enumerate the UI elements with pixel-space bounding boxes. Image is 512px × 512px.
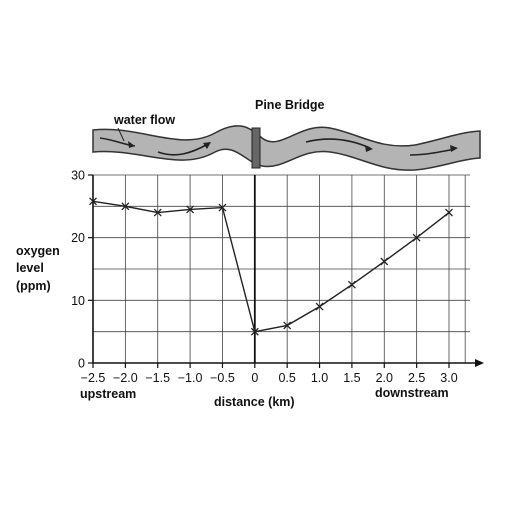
flow-arrow-3 bbox=[305, 138, 371, 149]
bridge-label: Pine Bridge bbox=[255, 98, 325, 112]
data-point-marker bbox=[250, 327, 259, 336]
x-tick-label: 1.0 bbox=[311, 371, 328, 385]
data-point-marker bbox=[315, 302, 324, 311]
y-axis-label-line-2: level bbox=[16, 261, 44, 275]
y-axis-label-line-1: oxygen bbox=[16, 244, 60, 258]
bridge-marker bbox=[251, 127, 261, 169]
flow-arrow-1-head bbox=[128, 141, 135, 148]
x-tick-label: 2.5 bbox=[408, 371, 425, 385]
river-diagram: water flow Pine Bridge bbox=[92, 98, 481, 171]
downstream-label: downstream bbox=[375, 386, 449, 400]
x-tick-label: 2.0 bbox=[376, 371, 393, 385]
data-point-marker bbox=[347, 280, 356, 289]
data-point-marker bbox=[153, 208, 162, 217]
data-point-marker bbox=[121, 202, 130, 211]
flow-arrow-2 bbox=[157, 143, 209, 156]
flow-arrow-4-head bbox=[450, 145, 458, 152]
data-point-marker bbox=[89, 197, 97, 206]
data-series bbox=[89, 197, 453, 336]
upstream-label: upstream bbox=[80, 387, 136, 401]
grid bbox=[92, 174, 470, 363]
x-tick-label: 1.5 bbox=[343, 371, 360, 385]
river-band bbox=[92, 125, 481, 171]
oxygen-level-line bbox=[92, 200, 450, 333]
x-tick-label: 0 bbox=[251, 371, 258, 385]
data-point-marker bbox=[445, 208, 453, 217]
x-tick-label: −2.5 bbox=[81, 371, 106, 385]
y-tick-label: 30 bbox=[71, 169, 85, 183]
flow-arrow-2-head bbox=[203, 142, 211, 149]
x-tick-label: −1.5 bbox=[145, 371, 170, 385]
y-tick-label: 20 bbox=[71, 231, 85, 245]
data-point-marker bbox=[186, 205, 195, 214]
x-axis-label: distance (km) bbox=[214, 395, 295, 409]
data-point-marker bbox=[412, 233, 421, 242]
x-axis-arrowhead bbox=[475, 359, 484, 367]
data-point-marker bbox=[380, 257, 389, 266]
y-axis-label-line-3: (ppm) bbox=[16, 279, 51, 293]
x-tick-label: 0.5 bbox=[278, 371, 295, 385]
x-tick-label: 3.0 bbox=[440, 371, 457, 385]
y-tick-label: 10 bbox=[71, 294, 85, 308]
x-tick-label: −2.0 bbox=[113, 371, 138, 385]
y-tick-label: 0 bbox=[78, 357, 85, 371]
water-flow-pointer bbox=[117, 127, 125, 142]
x-tick-label: −1.0 bbox=[178, 371, 203, 385]
data-point-marker bbox=[218, 203, 227, 212]
tick-labels: 0 10 20 30 −2.5 −2.0 −1.5 −1.0 −0.5 0 0.5 1.0 1.5 2.0… bbox=[71, 169, 458, 386]
data-point-marker bbox=[283, 321, 292, 330]
flow-arrow-3-head bbox=[365, 145, 373, 152]
water-flow-label: water flow bbox=[113, 113, 175, 127]
x-tick-label: −0.5 bbox=[210, 371, 235, 385]
axes bbox=[88, 174, 484, 368]
